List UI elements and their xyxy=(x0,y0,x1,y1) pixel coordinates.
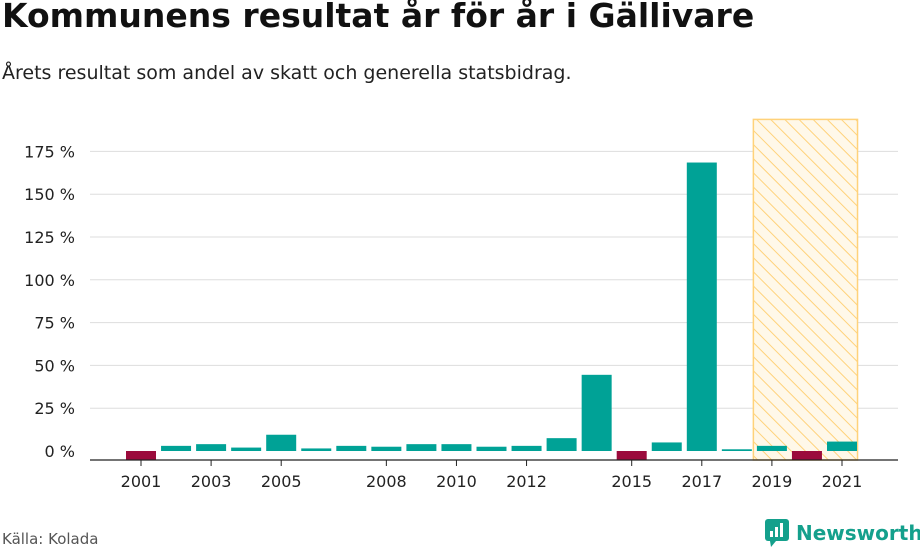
x-tick-label: 2008 xyxy=(366,472,407,491)
bar-2004 xyxy=(231,447,262,451)
y-tick-label: 150 % xyxy=(24,185,75,204)
bar-2008 xyxy=(371,446,402,451)
bar-2019 xyxy=(756,445,787,451)
y-tick-label: 25 % xyxy=(34,399,75,418)
bar-2020 xyxy=(791,451,822,460)
x-tick-label: 2005 xyxy=(261,472,302,491)
bar-2016 xyxy=(651,442,682,451)
x-tick-label: 2021 xyxy=(822,472,863,491)
bar-2021 xyxy=(827,441,857,451)
x-tick-label: 2017 xyxy=(681,472,722,491)
bar-2015 xyxy=(616,451,647,461)
x-tick-label: 2010 xyxy=(436,472,477,491)
y-tick-label: 0 % xyxy=(45,442,75,461)
bar-2006 xyxy=(301,448,332,451)
y-tick-label: 125 % xyxy=(24,228,75,247)
bar-2014 xyxy=(581,374,612,451)
source-note: Källa: Kolada xyxy=(2,530,99,548)
newsworthy-icon xyxy=(765,519,789,547)
bar-2011 xyxy=(476,446,507,451)
x-tick-label: 2015 xyxy=(611,472,652,491)
bar-2002 xyxy=(161,445,192,451)
highlight-region xyxy=(752,118,859,461)
chart-title: Kommunens resultat år för år i Gällivare xyxy=(2,0,755,35)
x-tick-label: 2012 xyxy=(506,472,547,491)
y-tick-label: 50 % xyxy=(34,356,75,375)
y-tick-label: 175 % xyxy=(24,142,75,161)
newsworthy-logo: Newsworthy xyxy=(764,518,920,548)
y-tick-label: 100 % xyxy=(24,271,75,290)
bar-2009 xyxy=(406,444,437,451)
x-tick-label: 2003 xyxy=(191,472,232,491)
bar-2018 xyxy=(721,449,752,451)
bar-2005 xyxy=(266,434,297,451)
bar-2003 xyxy=(196,444,227,451)
x-tick-label: 2001 xyxy=(121,472,162,491)
brand-name: Newsworthy xyxy=(796,521,920,545)
y-tick-label: 75 % xyxy=(34,314,75,333)
bar-2012 xyxy=(511,445,542,451)
bar-2017 xyxy=(686,162,717,451)
chart-subtitle: Årets resultat som andel av skatt och ge… xyxy=(2,62,572,84)
bar-2001 xyxy=(126,451,156,460)
bar-2007 xyxy=(336,445,367,451)
bar-2013 xyxy=(546,438,577,451)
bar-2010 xyxy=(441,444,472,451)
x-tick-label: 2019 xyxy=(752,472,793,491)
